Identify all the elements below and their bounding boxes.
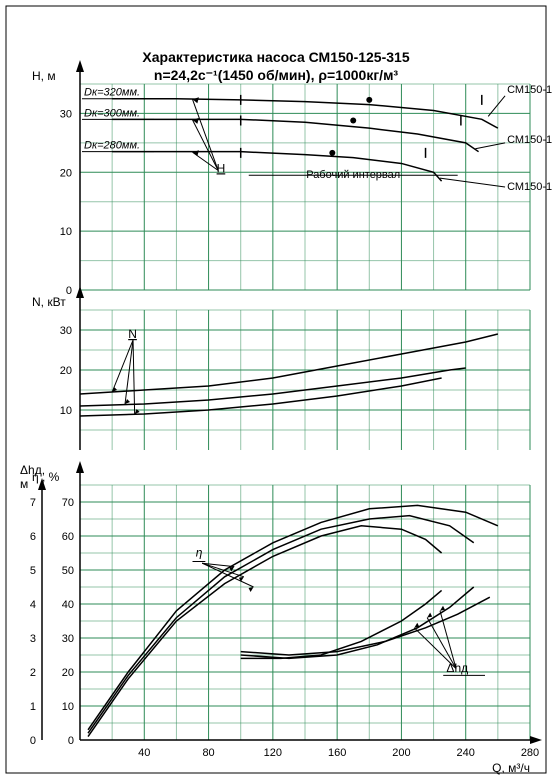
svg-text:280: 280 bbox=[521, 747, 539, 759]
svg-text:60: 60 bbox=[62, 531, 74, 543]
eta-curve-d300 bbox=[88, 516, 474, 734]
svg-text:0: 0 bbox=[30, 735, 36, 747]
svg-text:70: 70 bbox=[62, 497, 74, 509]
svg-text:20: 20 bbox=[60, 365, 72, 377]
h-axis-label: H, м bbox=[32, 69, 56, 83]
title-line1: Характеристика насоса СМ150-125-315 bbox=[142, 49, 409, 65]
svg-text:0: 0 bbox=[66, 285, 72, 297]
svg-text:30: 30 bbox=[62, 633, 74, 645]
svg-text:40: 40 bbox=[62, 599, 74, 611]
svg-text:Δhд: Δhд bbox=[446, 661, 468, 675]
svg-text:3: 3 bbox=[30, 633, 36, 645]
chart-svg: Характеристика насоса СМ150-125-315 n=24,… bbox=[0, 0, 552, 779]
pump-chart: Характеристика насоса СМ150-125-315 n=24,… bbox=[0, 0, 552, 779]
svg-text:2: 2 bbox=[30, 667, 36, 679]
n-curve-d320 bbox=[80, 334, 498, 394]
n-axis-label: N, кВт bbox=[32, 295, 66, 309]
x-axis-label: Q, м³/ч bbox=[492, 761, 530, 775]
svg-text:СМ150-125-315: СМ150-125-315 bbox=[507, 84, 552, 96]
svg-text:10: 10 bbox=[62, 701, 74, 713]
svg-text:Dк=300мм.: Dк=300мм. bbox=[84, 107, 140, 119]
svg-text:Dк=280мм.: Dк=280мм. bbox=[84, 140, 140, 152]
svg-text:120: 120 bbox=[264, 747, 282, 759]
svg-text:4: 4 bbox=[30, 599, 36, 611]
dh-curve-d280 bbox=[241, 590, 442, 658]
svg-text:10: 10 bbox=[60, 405, 72, 417]
svg-text:1: 1 bbox=[30, 701, 36, 713]
h-axis-label: Δhд, bbox=[20, 463, 45, 477]
svg-text:Dк=320мм.: Dк=320мм. bbox=[84, 87, 140, 99]
svg-text:СМ150-125-315б: СМ150-125-315б bbox=[507, 181, 552, 193]
svg-text:240: 240 bbox=[457, 747, 475, 759]
svg-text:0: 0 bbox=[68, 735, 74, 747]
svg-text:30: 30 bbox=[60, 108, 72, 120]
svg-text:10: 10 bbox=[60, 226, 72, 238]
svg-text:20: 20 bbox=[62, 667, 74, 679]
svg-text:200: 200 bbox=[392, 747, 410, 759]
svg-text:η: η bbox=[196, 545, 203, 559]
svg-text:6: 6 bbox=[30, 531, 36, 543]
svg-text:м: м bbox=[20, 477, 28, 491]
svg-text:7: 7 bbox=[30, 497, 36, 509]
eta-curve-d320 bbox=[88, 505, 498, 729]
eta-curve-d280 bbox=[88, 526, 442, 737]
h-curve-d300 bbox=[112, 119, 478, 151]
svg-text:50: 50 bbox=[62, 565, 74, 577]
svg-text:5: 5 bbox=[30, 565, 36, 577]
svg-text:30: 30 bbox=[60, 325, 72, 337]
svg-text:СМ150-125-315а: СМ150-125-315а bbox=[507, 134, 552, 146]
title-line2: n=24,2c⁻¹(1450 об/мин), ρ=1000кг/м³ bbox=[154, 67, 399, 83]
svg-text:20: 20 bbox=[60, 167, 72, 179]
svg-text:N: N bbox=[128, 327, 137, 341]
svg-text:80: 80 bbox=[202, 747, 214, 759]
svg-text:40: 40 bbox=[138, 747, 150, 759]
svg-text:160: 160 bbox=[328, 747, 346, 759]
